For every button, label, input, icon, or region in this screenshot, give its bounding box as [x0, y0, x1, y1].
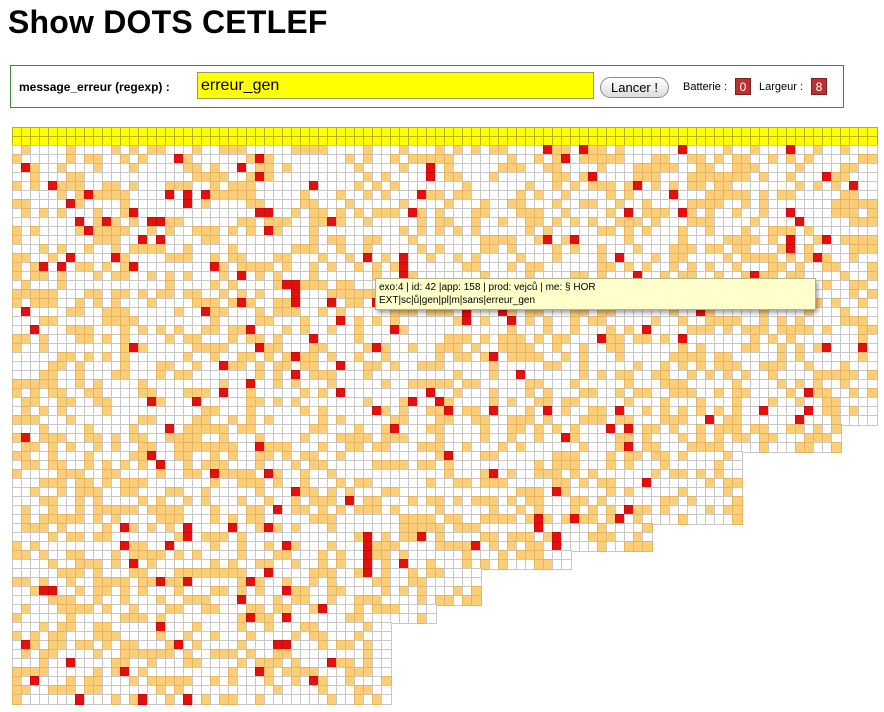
regexp-input[interactable] — [197, 72, 594, 99]
launch-button[interactable]: Lancer ! — [600, 77, 669, 98]
grid-dot[interactable] — [831, 442, 842, 453]
grid-dot[interactable] — [732, 514, 743, 525]
page-title: Show DOTS CETLEF — [8, 4, 328, 40]
batterie-label: Batterie : — [683, 81, 728, 93]
largeur-label: Largeur : — [759, 81, 804, 93]
grid-dot[interactable] — [867, 415, 878, 426]
largeur-field[interactable] — [811, 78, 827, 95]
search-form: message_erreur (regexp) : Lancer ! Batte… — [10, 65, 844, 108]
grid-dot[interactable] — [471, 595, 482, 606]
grid-dot[interactable] — [426, 613, 437, 624]
regexp-label: message_erreur (regexp) : — [19, 80, 170, 94]
grid-dot[interactable] — [561, 559, 572, 570]
grid-dot[interactable] — [642, 541, 653, 552]
batterie-field[interactable] — [735, 78, 751, 95]
